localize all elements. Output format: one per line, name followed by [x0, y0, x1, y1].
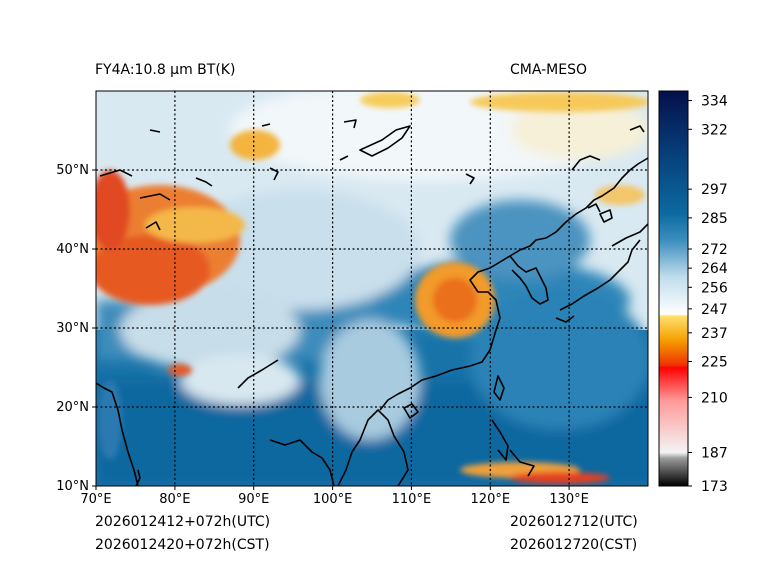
lat-ticks: [92, 169, 96, 487]
lon-ticks: [95, 486, 570, 490]
product-title: FY4A:10.8 μm BT(K): [95, 62, 236, 78]
lon-label: 130°E: [549, 492, 589, 507]
map-frame: [95, 90, 649, 487]
colorbar-tick-label: 256: [701, 280, 728, 296]
colorbar-tick-label: 334: [701, 94, 728, 110]
colorbar-tick-label: 322: [701, 122, 728, 138]
lon-label: 70°E: [80, 492, 111, 507]
colorbar-tick-label: 247: [701, 302, 728, 318]
lon-label: 100°E: [313, 492, 353, 507]
valid-time-utc: 2026012712(UTC): [510, 514, 638, 530]
brightness-temperature-field: [96, 91, 648, 486]
coastlines: [96, 119, 648, 486]
lon-label: 110°E: [392, 492, 432, 507]
lat-label: 20°N: [56, 400, 89, 415]
lat-label: 50°N: [56, 163, 89, 178]
colorbar-tick-label: 272: [701, 242, 728, 258]
colorbar-tick-label: 297: [701, 182, 728, 198]
colorbar-tick-label: 173: [701, 479, 728, 495]
valid-time-cst: 2026012720(CST): [510, 537, 638, 553]
lat-label: 30°N: [56, 321, 89, 336]
colorbar-tick-label: 225: [701, 355, 728, 371]
init-time-utc: 2026012412+072h(UTC): [95, 514, 271, 530]
colorbar-tick-label: 285: [701, 211, 728, 227]
lon-label: 90°E: [238, 492, 269, 507]
graticule: [96, 91, 648, 486]
lat-label: 10°N: [56, 479, 89, 494]
lon-label: 120°E: [471, 492, 511, 507]
model-label: CMA-MESO: [510, 62, 588, 78]
colorbar-frame: [658, 90, 689, 487]
lon-label: 80°E: [159, 492, 190, 507]
init-time-cst: 2026012420+072h(CST): [95, 537, 270, 553]
colorbar-ticks: 173 187 210 225 237 247 256 264 272 285 297 322 334: [688, 94, 728, 495]
colorbar: [659, 91, 688, 486]
colorbar-tick-label: 264: [701, 261, 728, 277]
lat-label: 40°N: [56, 242, 89, 257]
colorbar-tick-label: 187: [701, 445, 728, 461]
colorbar-tick-label: 237: [701, 326, 728, 342]
colorbar-tick-label: 210: [701, 390, 728, 406]
